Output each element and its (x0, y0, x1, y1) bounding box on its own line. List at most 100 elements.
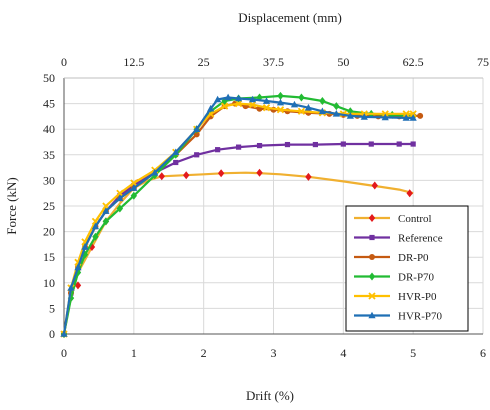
legend-swatch-marker-stroke (368, 292, 376, 300)
left-axis-title: Force (kN) (4, 177, 19, 234)
data-point-reference (215, 147, 221, 153)
data-point-hvr-p0-stroke (248, 100, 257, 109)
data-point-hvr-p70 (172, 148, 180, 156)
data-point-hvr-p0-stroke (234, 99, 243, 108)
data-point-hvr-p70 (290, 100, 299, 108)
data-point-hvr-p70 (130, 184, 138, 191)
series-line-hvr-p0 (62, 102, 414, 335)
x-tick-label: 6 (480, 346, 486, 360)
x2-tick-label: 75 (477, 55, 489, 69)
data-point-hvr-p0 (409, 110, 417, 118)
data-point-hvr-p0 (130, 179, 138, 187)
data-point-dr-p0 (193, 131, 200, 138)
series-hvr-p70 (60, 93, 417, 337)
data-point-hvr-p70 (304, 103, 313, 111)
legend-item-reference: Reference (354, 233, 443, 245)
data-point-control (406, 189, 413, 198)
data-point-control (74, 281, 82, 290)
data-point-dr-p70 (130, 191, 138, 200)
legend-item-control: Control (354, 213, 432, 225)
x-tick-label: 2 (201, 346, 207, 360)
data-point-hvr-p70 (409, 114, 417, 121)
legend-item-hvr-p0: HVR-P0 (354, 291, 437, 303)
data-point-hvr-p70 (276, 98, 285, 106)
data-point-control (88, 242, 96, 251)
data-point-hvr-p0-stroke (297, 107, 306, 115)
data-point-control (158, 172, 165, 181)
x2-tick-label: 12.5 (123, 55, 144, 69)
data-point-dr-p0 (417, 112, 424, 119)
data-point-hvr-p0 (297, 107, 306, 115)
x2-tick-label: 37.5 (263, 55, 284, 69)
data-point-hvr-p70 (346, 112, 354, 119)
legend-item-hvr-p70: HVR-P70 (354, 311, 443, 323)
data-point-hvr-p0-stroke (220, 102, 229, 110)
data-point-hvr-p0-stroke (402, 110, 410, 118)
y-tick-label: 5 (49, 301, 55, 315)
data-point-reference (194, 152, 200, 158)
data-point-dr-p70 (298, 93, 305, 102)
legend-swatch-marker (368, 272, 376, 281)
y-tick-label: 50 (43, 71, 55, 85)
data-point-hvr-p0-stroke (91, 217, 100, 225)
data-point-hvr-p0-stroke (409, 110, 417, 118)
data-point-hvr-p70 (360, 113, 368, 120)
data-point-dr-p70 (319, 97, 326, 106)
y-tick-label: 25 (43, 199, 55, 213)
legend-swatch-marker (369, 254, 375, 260)
data-point-hvr-p70 (74, 263, 82, 271)
legend-swatch-marker (368, 214, 376, 222)
data-point-reference (410, 141, 416, 147)
y-tick-label: 15 (43, 250, 55, 264)
data-point-hvr-p0 (276, 106, 285, 114)
data-point-dr-p70 (277, 91, 284, 100)
data-point-hvr-p0-stroke (81, 238, 89, 246)
data-point-hvr-p70 (81, 243, 89, 250)
legend-label: Control (398, 213, 432, 225)
data-point-hvr-p70 (381, 113, 389, 121)
data-point-hvr-p70 (402, 114, 410, 121)
data-point-hvr-p0-stroke (276, 106, 285, 114)
legend-label: DR-P0 (398, 252, 429, 264)
data-point-hvr-p0 (248, 100, 257, 109)
x2-tick-label: 25 (198, 55, 210, 69)
legend-box (345, 205, 469, 332)
data-point-hvr-p0 (402, 110, 410, 118)
data-point-reference (340, 141, 346, 147)
x-tick-label: 3 (271, 346, 277, 360)
legend-label: HVR-P70 (398, 311, 443, 323)
data-point-reference (396, 141, 402, 147)
data-point-hvr-p0 (262, 104, 271, 112)
data-point-reference (284, 141, 291, 148)
data-point-hvr-p0-stroke (130, 179, 138, 187)
y-tick-label: 0 (49, 327, 55, 341)
data-point-dr-p70 (333, 102, 340, 111)
bottom-axis-title: Drift (%) (246, 388, 294, 403)
data-point-hvr-p70 (234, 94, 243, 102)
y-tick-label: 30 (43, 173, 55, 187)
x-tick-label: 4 (340, 346, 346, 360)
data-point-hvr-p70 (318, 107, 326, 115)
data-point-hvr-p0 (116, 189, 124, 197)
series-layer (60, 91, 424, 338)
legend-swatch-marker (368, 311, 376, 319)
legend-label: HVR-P0 (398, 291, 437, 303)
legend-item-dr-p0: DR-P0 (354, 252, 429, 264)
y-tick-label: 10 (43, 276, 55, 290)
data-point-control (305, 172, 312, 181)
data-point-hvr-p70 (91, 222, 100, 230)
legend-item-dr-p70: DR-P70 (354, 272, 435, 284)
data-point-hvr-p70 (224, 93, 232, 101)
x2-tick-label: 0 (61, 55, 67, 69)
legend-label: DR-P70 (398, 272, 435, 284)
data-point-reference (368, 141, 374, 147)
y-tick-label: 20 (43, 225, 55, 239)
x2-tick-label: 62.5 (403, 55, 424, 69)
data-point-hvr-p70 (60, 330, 68, 337)
data-point-hvr-p70 (332, 110, 340, 117)
data-point-hvr-p70 (151, 168, 159, 176)
legend-swatch-marker (368, 292, 376, 300)
data-point-hvr-p70 (193, 125, 201, 132)
